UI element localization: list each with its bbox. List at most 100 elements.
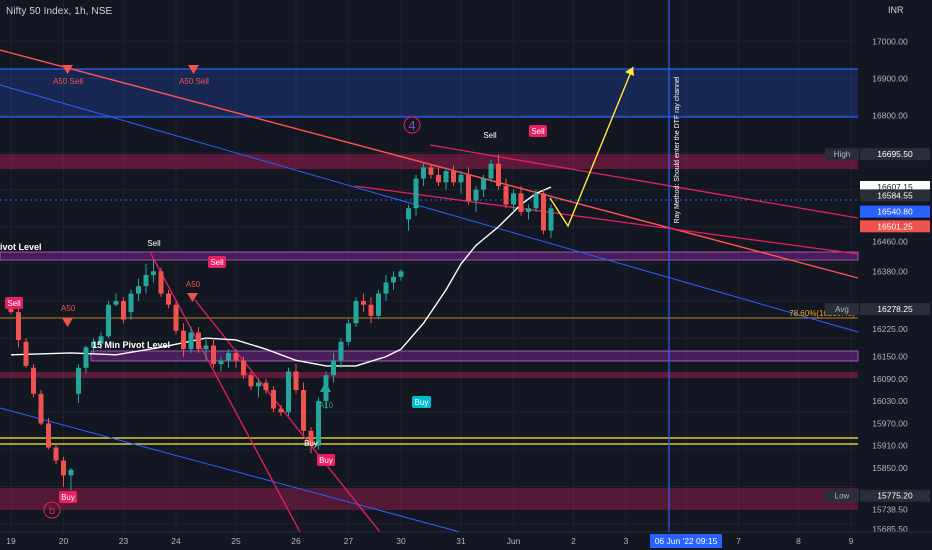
pivot-level-label: ivot Level xyxy=(0,242,42,252)
candle-body xyxy=(488,163,494,179)
projection xyxy=(549,66,634,228)
candle-body xyxy=(458,174,464,183)
candle-body xyxy=(226,352,231,361)
crosshair-date-box xyxy=(650,534,722,548)
candle-body xyxy=(211,345,216,365)
grid-lines xyxy=(0,0,858,532)
candle-body xyxy=(533,193,539,209)
candle-body xyxy=(158,271,164,294)
candle-body xyxy=(203,345,209,350)
candle-body xyxy=(526,208,531,212)
buy-badge-label: Buy xyxy=(319,456,333,465)
annotations: A50 Sell A50 Sell Sell Sell Sell Sell Sell A50 A… xyxy=(0,65,855,519)
price-tag-label: High xyxy=(834,150,850,159)
buy-badge-label: Buy xyxy=(415,398,429,407)
price-axis: 17000.00 16900.00 16800.00 16695.50 16607.15… xyxy=(825,0,932,550)
supply-zone-blue xyxy=(0,69,858,117)
candle-body xyxy=(421,167,426,179)
price-tick-label: 15850.00 xyxy=(872,463,908,473)
demand-zone-low xyxy=(0,488,858,510)
channel-lower xyxy=(354,185,859,255)
candle-body xyxy=(68,469,74,476)
price-tag-box xyxy=(825,148,859,161)
candle-body xyxy=(361,300,366,305)
price-label-value: 15775.20 xyxy=(877,491,913,501)
candle-body xyxy=(151,271,156,276)
trendline-red-long xyxy=(0,49,859,279)
price-tag-box xyxy=(825,489,859,502)
trendline-blue-lower xyxy=(0,407,461,533)
time-tick-label: 25 xyxy=(231,536,241,546)
sell-badge-label: Sell xyxy=(531,127,545,136)
buy-arrow-marker xyxy=(320,382,331,392)
candle-body xyxy=(383,282,389,294)
price-label-box xyxy=(860,303,930,316)
time-tick-label: 20 xyxy=(59,536,69,546)
price-label-value: 16607.15 xyxy=(877,182,913,192)
candle-body xyxy=(286,371,291,413)
buy-badge-cyan xyxy=(412,396,431,408)
candle-body xyxy=(466,174,471,201)
sell-arrow-marker xyxy=(62,65,73,74)
candle-body xyxy=(121,300,126,320)
fib-786-label: 78.60%(16230.45) xyxy=(789,309,855,318)
candle-body xyxy=(98,336,104,344)
candle-body xyxy=(368,304,374,316)
sell-badge-label: Sell xyxy=(7,299,21,308)
candle-body xyxy=(76,367,81,394)
time-tick-label: 19 xyxy=(6,536,16,546)
candle-body xyxy=(233,352,239,361)
price-tick-label: 16380.00 xyxy=(872,266,908,276)
candle-body xyxy=(218,360,224,365)
time-tick-label: 2 xyxy=(571,536,576,546)
candle-body xyxy=(346,323,351,342)
wave-b-label: b xyxy=(49,505,55,517)
time-tick-label: Jun xyxy=(507,536,521,546)
price-tick-label: 15685.50 xyxy=(872,524,908,534)
candle-body xyxy=(113,300,119,305)
candle-body xyxy=(91,341,96,348)
pivot-level-15min-label: 15 Min Pivot Level xyxy=(92,340,170,350)
candle-body xyxy=(473,189,479,201)
price-tick-label: 15910.00 xyxy=(872,441,908,451)
time-tick-label: 27 xyxy=(344,536,354,546)
candle-body xyxy=(481,178,486,190)
candle-body xyxy=(541,193,546,231)
wave-4-circle xyxy=(403,116,421,134)
sell-badge-label: Sell xyxy=(210,258,224,267)
wave-b-circle xyxy=(43,501,61,519)
buy-badge-label: Buy xyxy=(61,493,75,502)
ma-line xyxy=(10,186,552,367)
candle-body xyxy=(353,300,359,324)
candle-body xyxy=(451,171,456,183)
candle-body xyxy=(53,447,59,461)
candle-body xyxy=(308,430,314,446)
candle-body xyxy=(338,341,344,361)
price-label-value: 16584.55 xyxy=(877,190,913,200)
channel-upper xyxy=(429,144,859,219)
candle-body xyxy=(436,174,441,183)
candle-body xyxy=(496,163,501,186)
price-tick-label: 15738.50 xyxy=(872,504,908,514)
candle-body xyxy=(128,293,134,313)
candle-body xyxy=(376,293,381,316)
sell-signal-label: Sell xyxy=(147,239,161,248)
time-tick-label: 7 xyxy=(736,536,741,546)
a50-label: A50 xyxy=(186,280,201,289)
time-tick-label: 30 xyxy=(396,536,406,546)
candle-body xyxy=(316,401,321,446)
time-tick-label: 26 xyxy=(291,536,301,546)
candle-body xyxy=(331,360,336,376)
time-axis-bg xyxy=(0,532,932,550)
price-label-box xyxy=(860,189,930,202)
candle-body xyxy=(503,185,509,205)
projection-arrow-line xyxy=(549,66,634,228)
candle-body xyxy=(166,293,171,305)
trend-lines xyxy=(0,0,859,533)
candle-body xyxy=(61,460,66,476)
pivot-zone-15min xyxy=(90,350,859,362)
time-axis: 19 20 23 24 25 26 27 30 31 Jun 2 3 06 Jun '22 09:15 7… xyxy=(0,531,932,550)
time-tick-label: 23 xyxy=(119,536,129,546)
candle-body xyxy=(428,167,434,175)
